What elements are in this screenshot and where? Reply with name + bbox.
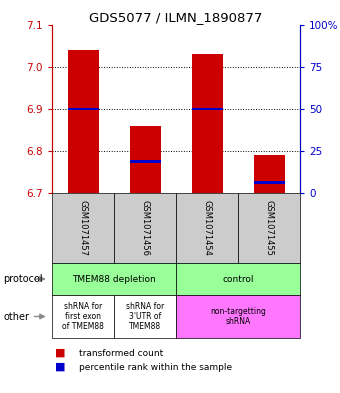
Bar — [68, 108, 99, 110]
Bar — [68, 50, 99, 193]
Text: control: control — [222, 274, 254, 283]
Text: non-targetting
shRNA: non-targetting shRNA — [210, 307, 266, 326]
Text: GSM1071454: GSM1071454 — [203, 200, 211, 256]
Text: ■: ■ — [55, 362, 66, 372]
Text: GSM1071456: GSM1071456 — [140, 200, 150, 256]
Text: TMEM88 depletion: TMEM88 depletion — [72, 274, 156, 283]
Bar — [254, 155, 285, 193]
Text: protocol: protocol — [3, 274, 43, 284]
Text: percentile rank within the sample: percentile rank within the sample — [79, 362, 232, 371]
Text: shRNA for
first exon
of TMEM88: shRNA for first exon of TMEM88 — [62, 301, 104, 331]
Text: GSM1071457: GSM1071457 — [79, 200, 87, 256]
Text: other: other — [3, 312, 29, 321]
Bar — [254, 181, 285, 184]
Text: shRNA for
3'UTR of
TMEM88: shRNA for 3'UTR of TMEM88 — [126, 301, 164, 331]
Bar — [191, 108, 222, 110]
Bar — [130, 126, 160, 193]
Bar — [130, 160, 160, 163]
Text: transformed count: transformed count — [79, 349, 164, 358]
Text: ■: ■ — [55, 348, 66, 358]
Bar — [191, 54, 222, 193]
Title: GDS5077 / ILMN_1890877: GDS5077 / ILMN_1890877 — [89, 11, 263, 24]
Text: GSM1071455: GSM1071455 — [265, 200, 273, 256]
